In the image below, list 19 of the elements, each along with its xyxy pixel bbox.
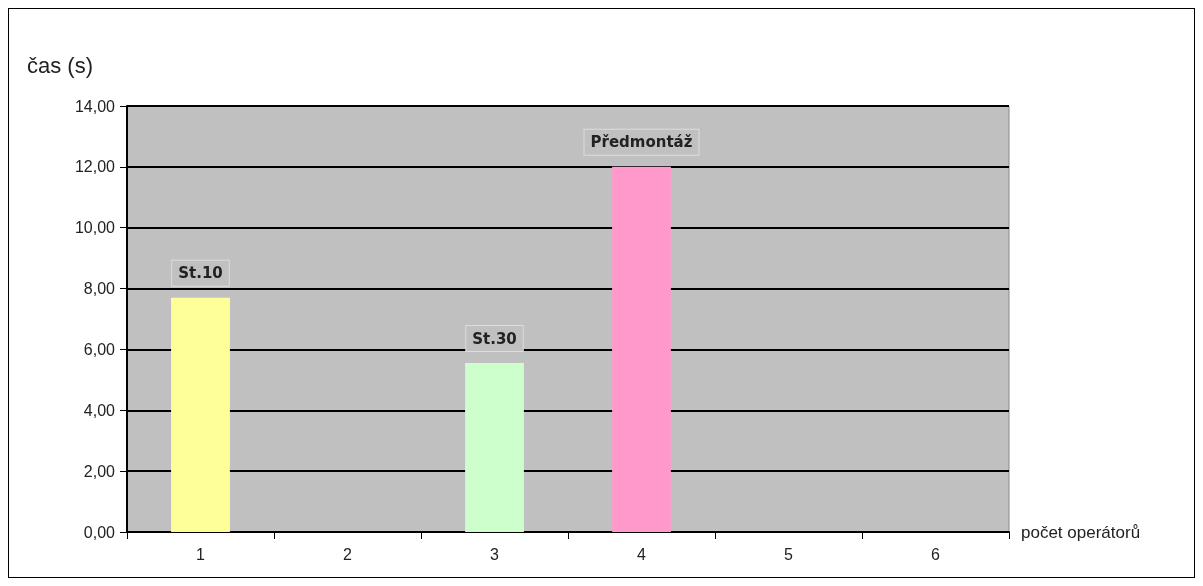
x-axis-title: počet operátorů [1021, 522, 1141, 542]
series-label: St.30 [472, 329, 517, 348]
y-tick-label: 8,00 [83, 280, 116, 298]
y-tick-label: 14,00 [74, 97, 116, 115]
y-tick-label: 2,00 [83, 462, 116, 480]
x-tick-label: 1 [196, 545, 206, 563]
y-axis-title: čas (s) [27, 52, 93, 78]
series-label: St.10 [178, 264, 223, 283]
series-label: Předmontáž [590, 133, 693, 152]
y-tick-label: 4,00 [83, 401, 116, 419]
y-tick-label: 12,00 [74, 158, 116, 176]
x-tick-label: 5 [784, 545, 794, 563]
y-tick-label: 6,00 [83, 340, 116, 358]
x-tick-label: 4 [637, 545, 647, 563]
y-tick-label: 10,00 [74, 219, 116, 237]
x-tick-label: 6 [931, 545, 941, 563]
x-tick-label: 2 [343, 545, 353, 563]
y-tick-label: 0,00 [83, 523, 116, 541]
x-tick-label: 3 [490, 545, 500, 563]
